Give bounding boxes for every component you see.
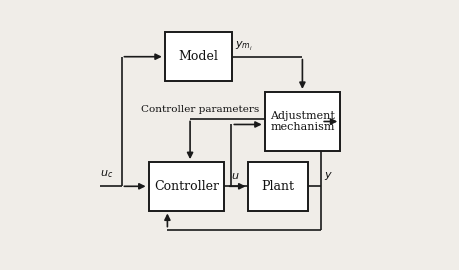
Text: Controller: Controller (154, 180, 219, 193)
Text: $u$: $u$ (231, 171, 239, 181)
Text: $y$: $y$ (324, 170, 333, 182)
Text: Model: Model (179, 50, 218, 63)
Text: Plant: Plant (262, 180, 295, 193)
Text: $y_{m_i}$: $y_{m_i}$ (235, 40, 253, 53)
Text: Adjustment
mechanism: Adjustment mechanism (270, 111, 335, 132)
Bar (264, 92, 340, 151)
Text: Controller parameters: Controller parameters (141, 106, 259, 114)
Bar (248, 162, 308, 211)
Text: $u_c$: $u_c$ (100, 168, 113, 180)
Bar (165, 32, 232, 81)
Bar (149, 162, 224, 211)
